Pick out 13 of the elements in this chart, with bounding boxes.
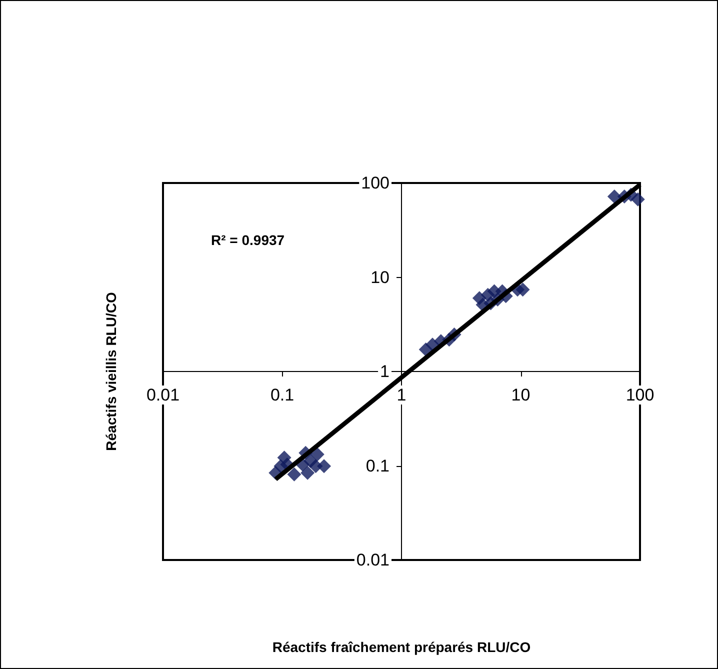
x-tick-label: 100 <box>626 386 654 404</box>
y-tick-label: 100 <box>361 174 390 192</box>
x-tick-label: 1 <box>396 386 406 404</box>
x-axis-title: Réactifs fraîchement préparés RLU/CO <box>272 639 531 655</box>
y-tick-label: 10 <box>370 268 390 287</box>
x-tick-label: 0.01 <box>146 386 180 404</box>
y-tick-label: 0.1 <box>366 456 390 476</box>
x-tick-label: 10 <box>511 386 530 404</box>
y-tick-label: 0.01 <box>356 550 390 570</box>
y-axis-title: Réactifs vieillis RLU/CO <box>103 292 119 451</box>
annotation: R² = 0.9937 <box>211 232 285 248</box>
x-tick-label: 0.1 <box>270 386 294 404</box>
y-tick-label: 1 <box>380 362 390 381</box>
